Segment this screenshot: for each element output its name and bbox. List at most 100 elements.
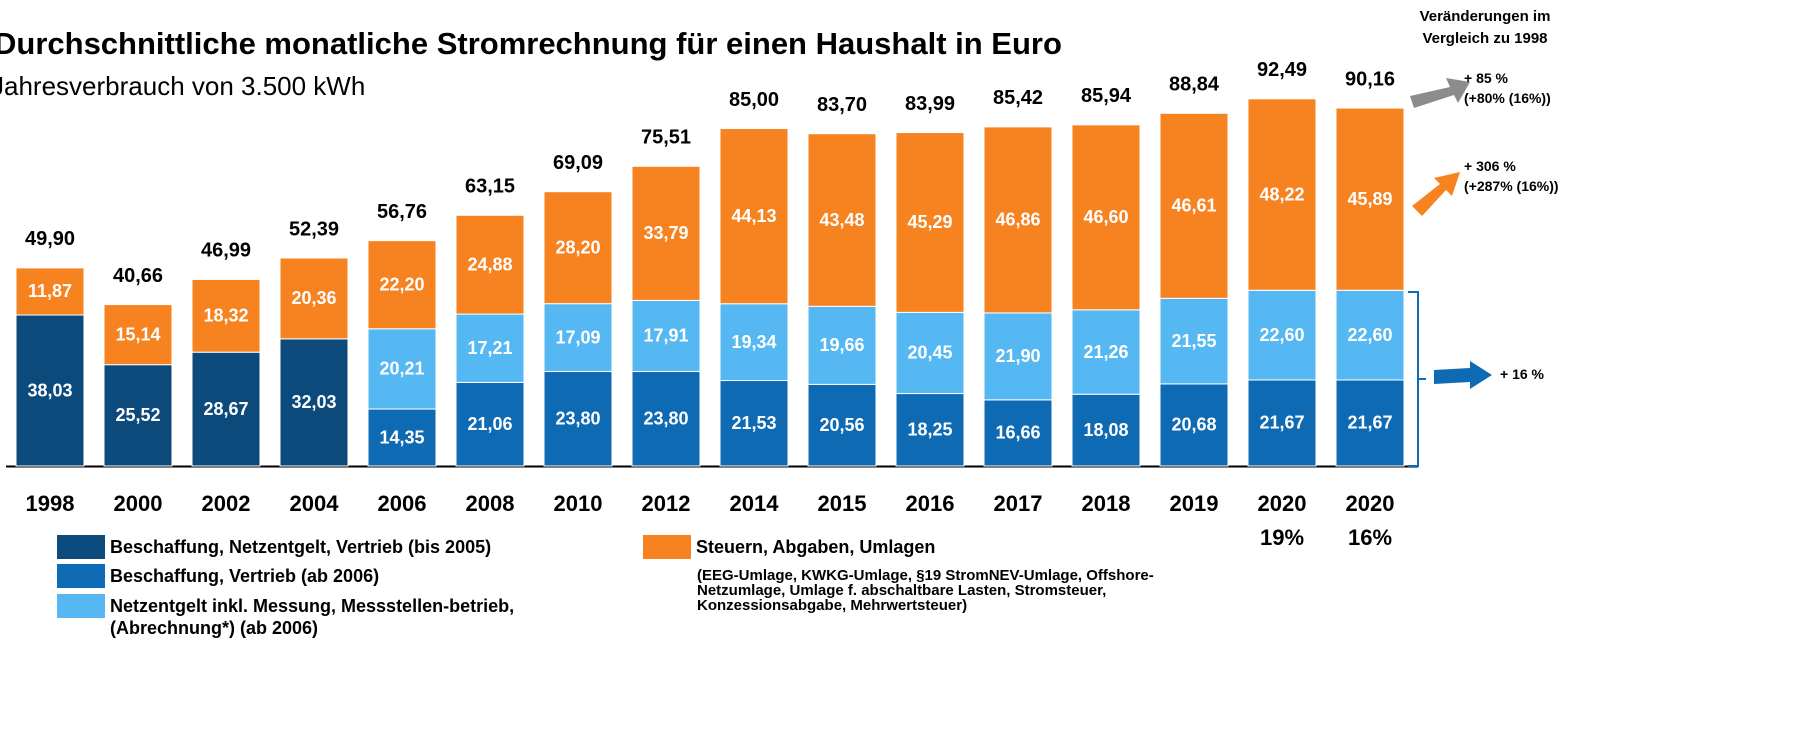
arrow-gray: [1410, 78, 1470, 108]
bar-segment: [1159, 112, 1229, 299]
value-label: 43,48: [819, 210, 864, 230]
value-label: 20,21: [379, 359, 424, 379]
value-label: 21,67: [1259, 413, 1304, 433]
value-label: 22,60: [1259, 325, 1304, 345]
x-tick-label: 2000: [114, 491, 163, 516]
total-label: 75,51: [641, 127, 691, 149]
x-sublabel: 19%: [1260, 525, 1304, 550]
value-label: 21,55: [1171, 331, 1216, 351]
total-label: 83,99: [905, 93, 955, 115]
value-label: 17,09: [555, 327, 600, 347]
value-label: 45,89: [1347, 189, 1392, 209]
bar-segment: [1159, 297, 1229, 385]
bar-segment: [807, 305, 877, 385]
bar-segment: [895, 311, 965, 395]
bar-segment: [719, 128, 789, 305]
total-label: 90,16: [1345, 68, 1395, 90]
x-tick-label: 2015: [818, 491, 867, 516]
annotation-header: Veränderungen im Vergleich zu 1998: [1419, 8, 1551, 47]
value-label: 22,20: [379, 274, 424, 294]
bar-segment: [1335, 379, 1405, 467]
bar-segment: [15, 267, 85, 316]
bar-segment: [279, 338, 349, 467]
value-label: 17,21: [467, 338, 512, 358]
bar-segment: [807, 133, 877, 307]
bar-segment: [1071, 393, 1141, 467]
bar-segment: [1335, 289, 1405, 381]
annotation: + 85 %: [1464, 70, 1508, 86]
bar-segment: [367, 408, 437, 467]
total-label: 92,49: [1257, 59, 1307, 81]
value-label: 17,91: [643, 326, 688, 346]
x-tick-label: 2004: [290, 491, 340, 516]
bar-segment: [103, 364, 173, 467]
x-tick-label: 2018: [1082, 491, 1131, 516]
arrow-orange: [1412, 172, 1460, 216]
value-label: 20,45: [907, 343, 952, 363]
x-tick-label: 2010: [554, 491, 603, 516]
bar-segment: [455, 381, 525, 467]
bar-segment: [983, 399, 1053, 467]
value-label: 28,20: [555, 237, 600, 257]
bar-segment: [367, 328, 437, 410]
value-label: 20,36: [291, 288, 336, 308]
x-tick-label: 1998: [26, 491, 75, 516]
value-label: 15,14: [115, 324, 160, 344]
bar-segment: [103, 304, 173, 366]
bar-segment: [895, 393, 965, 467]
bar-segment: [1335, 107, 1405, 291]
value-label: 21,67: [1347, 413, 1392, 433]
value-label: 18,08: [1083, 420, 1128, 440]
value-label: 25,52: [115, 405, 160, 425]
x-tick-label: 2019: [1170, 491, 1219, 516]
bar-segment: [543, 371, 613, 467]
bar-segment: [631, 165, 701, 301]
value-label: 32,03: [291, 392, 336, 412]
x-sublabel: 16%: [1348, 525, 1392, 550]
total-label: 46,99: [201, 240, 251, 262]
total-label: 63,15: [465, 176, 515, 198]
bar-segment: [631, 299, 701, 373]
bracket: [1408, 291, 1426, 467]
annotation: (+287% (16%)): [1464, 178, 1559, 194]
bar-segment: [1159, 383, 1229, 467]
bar-segment: [1247, 98, 1317, 291]
bar-segment: [1071, 309, 1141, 395]
value-label: 22,60: [1347, 325, 1392, 345]
x-tick-label: 2017: [994, 491, 1043, 516]
x-tick-label: 2020: [1346, 491, 1395, 516]
x-tick-label: 2012: [642, 491, 691, 516]
value-label: 18,25: [907, 420, 952, 440]
bar-segment: [983, 126, 1053, 314]
value-label: 45,29: [907, 212, 952, 232]
bar-segment: [1247, 379, 1317, 467]
value-label: 21,26: [1083, 342, 1128, 362]
chart-title: Durchschnittliche monatliche Stromrechnu…: [0, 26, 1062, 61]
value-label: 16,66: [995, 423, 1040, 443]
total-label: 85,00: [729, 89, 779, 111]
annotation: + 16 %: [1500, 366, 1544, 382]
value-label: 20,68: [1171, 415, 1216, 435]
bar-segment: [15, 314, 85, 467]
x-tick-label: 2002: [202, 491, 251, 516]
bar-segment: [279, 257, 349, 340]
value-label: 46,61: [1171, 196, 1216, 216]
bar-segment: [983, 312, 1053, 401]
value-label: 14,35: [379, 427, 424, 447]
value-label: 46,60: [1083, 207, 1128, 227]
legend-swatch: [57, 564, 105, 588]
value-label: 21,90: [995, 346, 1040, 366]
bar-segment: [543, 303, 613, 373]
total-label: 83,70: [817, 94, 867, 116]
value-label: 38,03: [27, 380, 72, 400]
total-label: 56,76: [377, 201, 427, 223]
value-label: 11,87: [28, 281, 72, 301]
value-label: 19,34: [731, 332, 776, 352]
total-label: 49,90: [25, 228, 75, 250]
x-tick-label: 2006: [378, 491, 427, 516]
annotation: + 306 %: [1464, 158, 1516, 174]
legend-swatch: [643, 535, 691, 559]
value-label: 21,06: [467, 414, 512, 434]
